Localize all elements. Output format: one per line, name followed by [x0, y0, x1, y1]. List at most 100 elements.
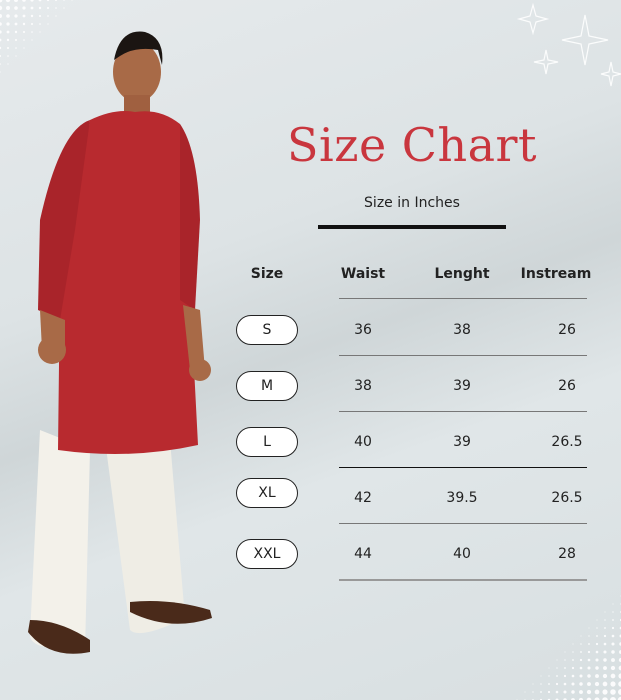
- halftone-dots-top-left: [0, 0, 73, 73]
- dot: [611, 626, 615, 630]
- dot: [22, 0, 26, 2]
- dot: [579, 674, 583, 678]
- dot: [14, 14, 18, 18]
- dot: [6, 30, 10, 34]
- header-size: Size: [250, 266, 284, 282]
- dot: [611, 650, 615, 654]
- dot: [602, 697, 608, 700]
- dot: [618, 681, 621, 687]
- inseam-cell: 26: [558, 378, 576, 394]
- dot: [63, 0, 65, 1]
- dot: [532, 691, 534, 693]
- dot: [580, 651, 582, 653]
- dot: [587, 658, 591, 662]
- dot: [563, 690, 567, 694]
- dot: [618, 689, 621, 695]
- dot: [617, 696, 621, 700]
- dot: [555, 690, 559, 694]
- size-badge: S: [236, 315, 298, 345]
- row-divider: [339, 355, 587, 356]
- dot: [572, 659, 574, 661]
- dot: [563, 682, 567, 686]
- dot: [579, 682, 583, 686]
- dot: [571, 666, 575, 670]
- dot: [14, 30, 18, 34]
- length-cell: 39.5: [446, 490, 478, 506]
- size-badge: L: [236, 427, 298, 457]
- dot: [596, 627, 598, 629]
- dot: [579, 690, 583, 694]
- dot: [0, 71, 1, 73]
- dot: [0, 22, 2, 26]
- dot: [610, 689, 616, 695]
- dot: [6, 38, 10, 42]
- dot: [618, 665, 621, 671]
- dot: [47, 7, 49, 9]
- dot: [39, 31, 41, 33]
- inseam-cell: 26.5: [551, 490, 583, 506]
- dot: [46, 0, 50, 2]
- dot: [31, 31, 33, 33]
- dot: [38, 0, 42, 2]
- dot: [602, 673, 608, 679]
- dot: [571, 674, 575, 678]
- dot: [618, 673, 621, 679]
- dot: [602, 681, 608, 687]
- dot: [30, 6, 34, 10]
- dot: [603, 634, 607, 638]
- dot: [55, 7, 57, 9]
- dot: [563, 674, 567, 678]
- model-photo: [28, 31, 212, 654]
- dot: [596, 619, 598, 621]
- dot: [588, 635, 590, 637]
- dot: [612, 611, 614, 613]
- dot: [0, 5, 3, 11]
- dot: [564, 659, 566, 661]
- waist-cell: 36: [354, 322, 372, 338]
- dot: [588, 627, 590, 629]
- dot: [6, 14, 10, 18]
- dot: [540, 683, 542, 685]
- dot: [618, 657, 621, 663]
- dot: [611, 642, 615, 646]
- dot: [7, 63, 9, 65]
- dot: [547, 690, 551, 694]
- dot: [572, 651, 574, 653]
- dot: [578, 697, 584, 700]
- halftone-dots-bottom-right: [516, 595, 621, 700]
- dot: [532, 683, 534, 685]
- row-divider: [339, 467, 587, 468]
- dot: [0, 63, 1, 65]
- dot: [30, 14, 34, 18]
- dot: [0, 55, 1, 57]
- dot: [6, 22, 10, 26]
- size-badge: M: [236, 371, 298, 401]
- dot: [47, 15, 49, 17]
- inseam-cell: 26: [558, 322, 576, 338]
- dot: [548, 667, 550, 669]
- dot: [5, 0, 11, 3]
- dot: [0, 30, 2, 34]
- dot: [603, 658, 607, 662]
- dot: [580, 635, 582, 637]
- dot: [524, 691, 526, 693]
- dot: [0, 0, 3, 3]
- dot: [39, 23, 41, 25]
- header-length: Lenght: [434, 266, 490, 282]
- dot: [540, 691, 542, 693]
- dot: [588, 643, 590, 645]
- row-divider: [339, 411, 587, 412]
- dot: [604, 627, 606, 629]
- dot: [595, 666, 599, 670]
- size-badge: XL: [236, 478, 298, 508]
- inseam-cell: 28: [558, 546, 576, 562]
- dot: [604, 619, 606, 621]
- row-divider: [339, 579, 587, 581]
- dot: [540, 675, 542, 677]
- dot: [556, 667, 558, 669]
- dot: [587, 682, 591, 686]
- dot: [14, 0, 18, 2]
- waist-cell: 40: [354, 434, 372, 450]
- dot: [595, 642, 599, 646]
